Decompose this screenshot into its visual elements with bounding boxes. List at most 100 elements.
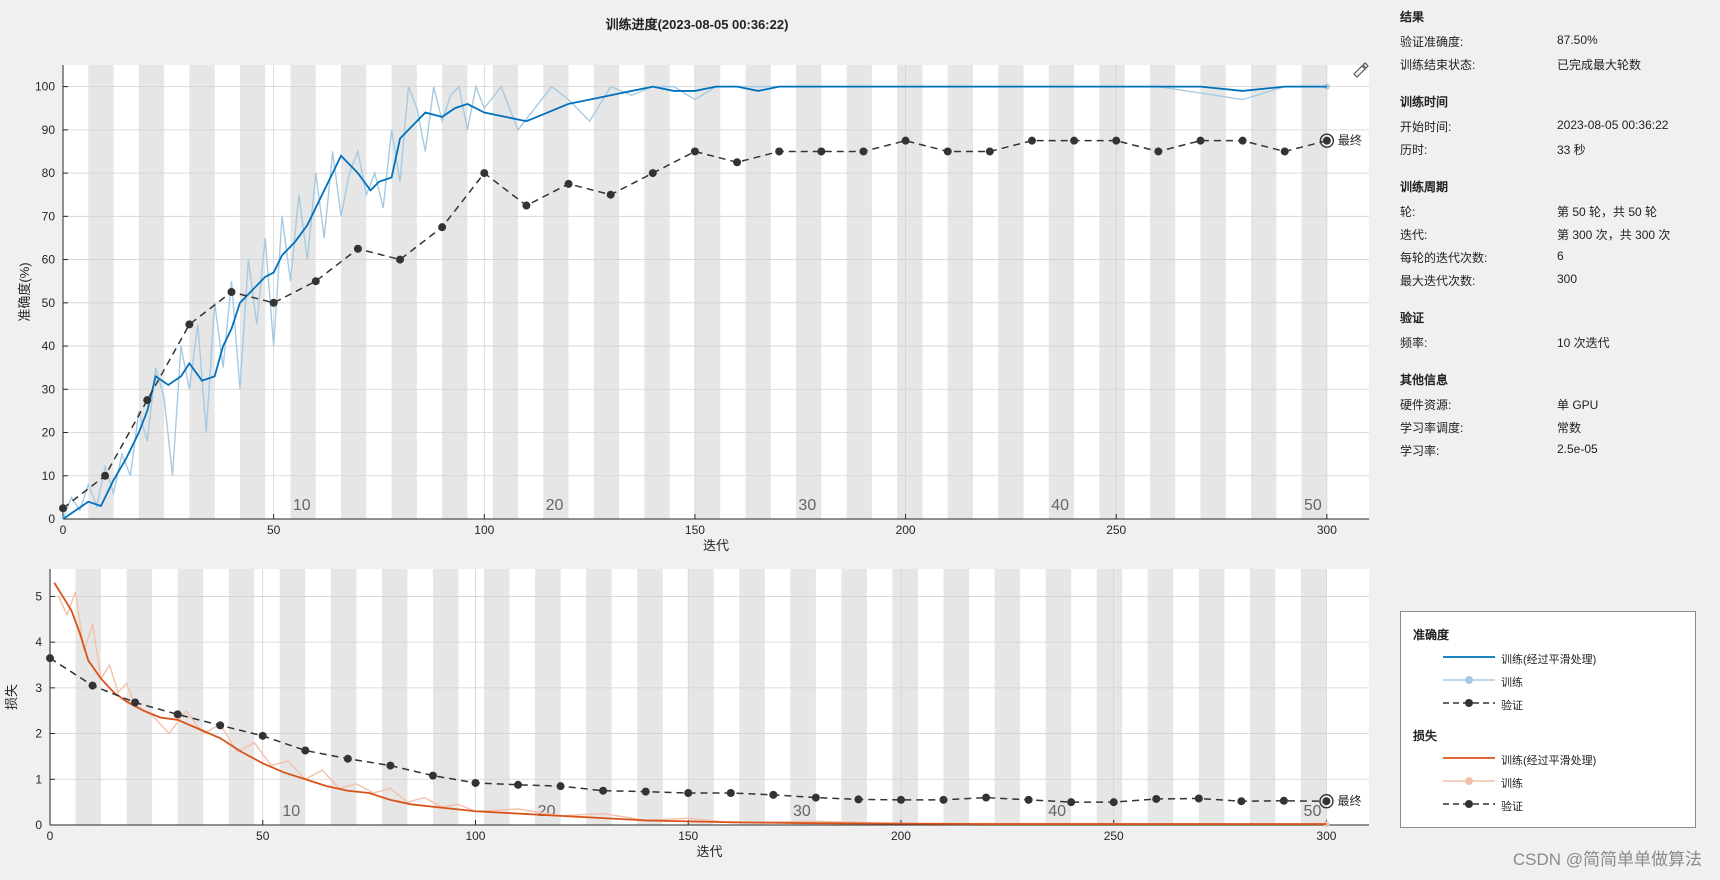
validation-point (982, 793, 991, 802)
charts-area: 训练进度(2023-08-05 00:36:22) 10 20 30 40 500 50 1… (4, 17, 1369, 859)
validation-point (939, 795, 948, 804)
validation-point (1194, 794, 1203, 803)
info-row: 验证准确度: 87.50% (1400, 33, 1700, 56)
epoch-band (1198, 569, 1225, 825)
validation-point (471, 778, 480, 787)
final-label: 最终 (1338, 133, 1362, 148)
epoch-band (483, 569, 510, 825)
validation-point (775, 147, 784, 156)
final-marker (1319, 794, 1334, 809)
epoch-band (998, 65, 1024, 519)
info-value: 300 (1557, 272, 1578, 286)
epoch-band (694, 65, 721, 519)
validation-point (641, 787, 650, 796)
validation-point (227, 288, 236, 296)
accuracy-chart: 10 20 30 40 50 0 50 100 150 200 250 300 0 10 20 30 40 50 6… (17, 65, 1369, 553)
epoch-band (1249, 569, 1276, 825)
validation-point (1238, 136, 1247, 145)
validation-point (943, 147, 952, 156)
info-value: 已完成最大轮数 (1557, 58, 1642, 72)
legend-item-label: 训练(经过平滑处理) (1501, 654, 1597, 666)
series-raw-line (57, 591, 1327, 825)
epoch-band (543, 65, 569, 519)
x-axis-label: 迭代 (696, 844, 722, 859)
epoch-band (279, 569, 306, 825)
validation-point (726, 789, 735, 797)
legend-panel: 准确度 训练(经过平滑处理) 训练 验证 损失 训练(经过平滑处理) 训练 验证 (1400, 611, 1696, 828)
legend-item-label: 训练 (1501, 677, 1523, 689)
legend-swatch (1443, 656, 1495, 658)
info-key: 每轮的迭代次数: (1400, 251, 1488, 265)
epoch-band (846, 65, 872, 519)
axes-toolbar-icon[interactable] (1353, 62, 1369, 78)
x-tick-label: 0 (47, 829, 54, 843)
x-axis-label: 迭代 (703, 538, 729, 553)
info-value: 常数 (1557, 421, 1582, 435)
epoch-band (947, 65, 973, 519)
info-row: 硬件资源: 单 GPU (1400, 396, 1700, 419)
validation-point (131, 698, 140, 707)
y-tick-label: 4 (35, 635, 42, 649)
epoch-band (492, 65, 518, 519)
epoch-band (943, 569, 970, 825)
validation-point (811, 793, 820, 802)
validation-point (896, 795, 905, 804)
info-row: 每轮的迭代次数: 6 (1400, 249, 1700, 272)
y-tick-label: 3 (35, 681, 42, 695)
info-row: 训练结束状态: 已完成最大轮数 (1400, 56, 1700, 79)
epoch-band (1096, 569, 1123, 825)
x-tick-label: 150 (678, 829, 698, 843)
info-value: 第 50 轮，共 50 轮 (1557, 205, 1658, 219)
legend-item: 训练 (1431, 671, 1681, 691)
validation-point (769, 790, 778, 799)
validation-point (684, 789, 693, 797)
epoch-band (1300, 569, 1327, 825)
y-axis-label: 损失 (4, 684, 19, 710)
validation-point (1152, 794, 1161, 803)
info-section-title: 训练时间 (1400, 95, 1449, 109)
y-tick-label: 0 (35, 818, 42, 832)
series-smoothed-line (53, 582, 1327, 825)
info-key: 学习率: (1400, 444, 1440, 458)
legend-item: 训练 (1431, 772, 1681, 792)
epoch-label: 10 (282, 803, 300, 820)
legend-group-title: 损失 (1413, 729, 1438, 743)
info-row: 历时: 33 秒 (1400, 141, 1700, 164)
epoch-label: 40 (1048, 803, 1066, 820)
epoch-label: 20 (538, 803, 556, 820)
epoch-band (330, 569, 357, 825)
validation-point (1109, 798, 1118, 807)
epoch-band (841, 569, 867, 825)
info-key: 频率: (1400, 336, 1428, 350)
epoch-band (1099, 65, 1125, 519)
epoch-band (228, 569, 255, 825)
y-tick-label: 5 (35, 589, 42, 603)
validation-point (1279, 796, 1288, 805)
legend-swatch (1443, 800, 1495, 808)
info-panel: 结果 验证准确度: 87.50% 训练结束状态: 已完成最大轮数 训练时间 开始时间: 202… (1400, 8, 1700, 479)
validation-point (733, 158, 742, 167)
validation-point (854, 795, 863, 804)
epoch-band (897, 65, 923, 519)
legend-swatch (1443, 699, 1495, 707)
epoch-band (1147, 569, 1174, 825)
legend-item: 训练(经过平滑处理) (1431, 648, 1681, 668)
info-key: 最大迭代次数: (1400, 274, 1476, 288)
info-key: 学习率调度: (1400, 421, 1464, 435)
epoch-band (189, 65, 215, 519)
series-smoothed-line (62, 85, 1327, 520)
validation-point (216, 721, 225, 730)
validation-point (1024, 795, 1033, 804)
epoch-label: 50 (1304, 803, 1322, 820)
validation-point (901, 136, 910, 145)
validation-point (985, 147, 994, 156)
validation-point (88, 681, 97, 690)
validation-point (599, 786, 608, 795)
epoch-band (535, 569, 561, 825)
epoch-label: 30 (793, 803, 811, 820)
info-section: 训练周期 轮: 第 50 轮，共 50 轮迭代: 第 300 次，共 300 次每轮的… (1400, 178, 1700, 295)
validation-point (143, 396, 152, 405)
legend-swatch (1443, 777, 1495, 785)
validation-point (1237, 797, 1246, 806)
